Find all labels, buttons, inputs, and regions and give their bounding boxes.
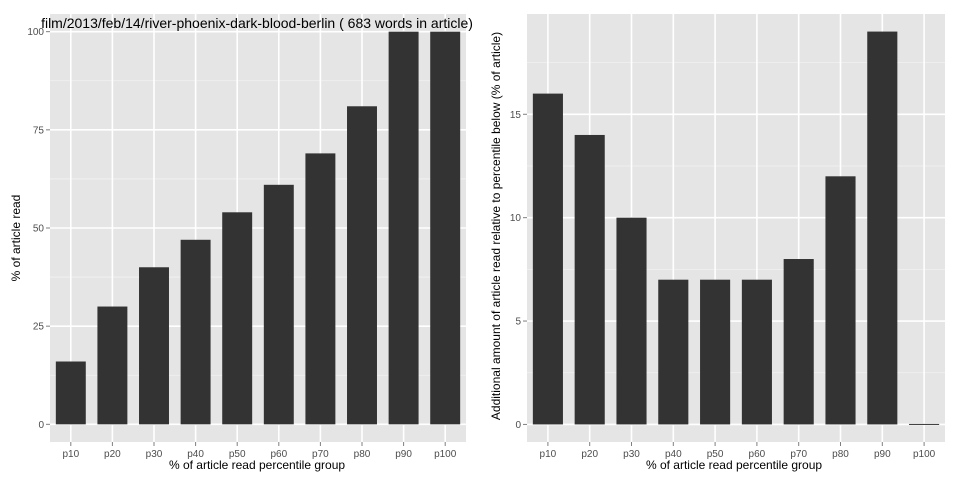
left-bar-p50 bbox=[222, 212, 253, 425]
right-x-tick-label: p90 bbox=[874, 449, 891, 460]
right-y-tick-label: 10 bbox=[510, 213, 522, 224]
left-y-tick-label: 75 bbox=[33, 125, 45, 136]
left-x-tick-label: p30 bbox=[146, 449, 163, 460]
left-plot-area: 0 25 50 75 100 p10 p20 p30 p40 p50 p60 p70 p80 p90 p10… bbox=[27, 14, 466, 460]
right-bar-p10 bbox=[532, 93, 563, 425]
left-x-tick-label: p50 bbox=[229, 449, 246, 460]
left-bar-p60 bbox=[263, 184, 294, 425]
left-bar-p100 bbox=[430, 31, 461, 425]
y-axis-title: % of article read bbox=[9, 195, 23, 282]
left-y-tick-label: 100 bbox=[27, 27, 44, 38]
right-bar-p90 bbox=[867, 31, 898, 425]
right-x-tick-label: p30 bbox=[623, 449, 640, 460]
right-x-tick-label: p50 bbox=[707, 449, 724, 460]
left-chart: 0 25 50 75 100 p10 p20 p30 p40 p50 p60 p70 p80 p90 p10… bbox=[9, 14, 473, 472]
x-axis-title: % of article read percentile group bbox=[169, 458, 345, 472]
right-y-tick-label: 5 bbox=[515, 317, 521, 328]
right-x-tick-label: p70 bbox=[790, 449, 807, 460]
right-y-tick-label: 0 bbox=[515, 420, 521, 431]
chart-title: film/2013/feb/14/river-phoenix-dark-bloo… bbox=[41, 15, 473, 31]
left-bar-p10 bbox=[55, 361, 86, 425]
left-y-tick-label: 25 bbox=[33, 322, 45, 333]
left-bar-p20 bbox=[97, 306, 128, 425]
right-bar-p60 bbox=[741, 279, 772, 425]
right-bar-p40 bbox=[658, 279, 689, 425]
left-bar-p30 bbox=[139, 267, 169, 425]
left-x-tick-label: p20 bbox=[104, 449, 121, 460]
left-bar-p40 bbox=[180, 239, 211, 425]
right-bar-p70 bbox=[783, 259, 814, 425]
left-x-tick-label: p10 bbox=[62, 449, 79, 460]
left-bar-p80 bbox=[347, 106, 377, 425]
left-x-tick-label: p60 bbox=[270, 449, 287, 460]
right-x-tick-label: p20 bbox=[581, 449, 598, 460]
x-axis-title-right: % of article read percentile group bbox=[646, 458, 822, 472]
right-chart: 0 5 10 15 p10 p20 p30 p40 p50 p60 p70 p80 p90 p100 % … bbox=[489, 14, 945, 472]
right-bar-p100 bbox=[909, 423, 940, 425]
right-x-tick-label: p100 bbox=[913, 449, 936, 460]
right-x-tick-label: p60 bbox=[749, 449, 766, 460]
left-x-tick-label: p100 bbox=[434, 449, 457, 460]
right-x-tick-label: p80 bbox=[832, 449, 849, 460]
right-bar-p20 bbox=[574, 134, 605, 425]
right-x-tick-label: p10 bbox=[540, 449, 557, 460]
left-x-tick-label: p70 bbox=[312, 449, 329, 460]
left-bar-p90 bbox=[388, 31, 419, 425]
right-bar-p30 bbox=[616, 217, 647, 425]
left-y-tick-label: 50 bbox=[33, 224, 45, 235]
right-bar-p80 bbox=[825, 176, 856, 425]
right-plot-area: 0 5 10 15 p10 p20 p30 p40 p50 p60 p70 p80 p90 p100 bbox=[510, 14, 945, 460]
left-x-tick-label: p40 bbox=[187, 449, 204, 460]
left-x-tick-label: p80 bbox=[354, 449, 371, 460]
left-y-tick-label: 0 bbox=[38, 420, 44, 431]
right-y-tick-label: 15 bbox=[510, 110, 522, 121]
left-x-tick-label: p90 bbox=[395, 449, 412, 460]
right-bar-p50 bbox=[700, 279, 731, 425]
left-bar-p70 bbox=[305, 153, 336, 425]
y-axis-title-right: Additional amount of article read relati… bbox=[489, 32, 503, 420]
right-x-tick-label: p40 bbox=[665, 449, 682, 460]
